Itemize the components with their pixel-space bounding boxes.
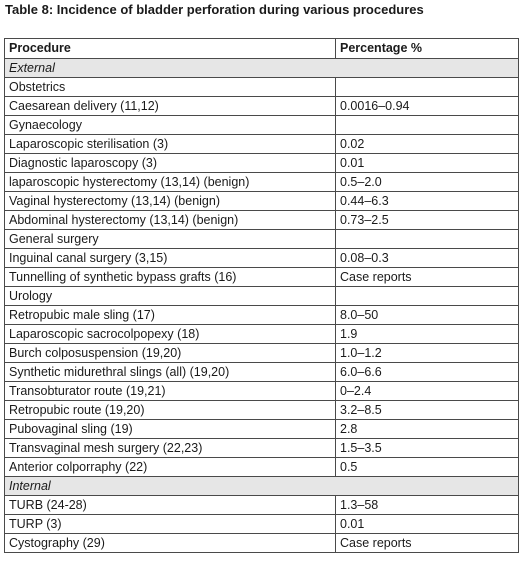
procedure-cell: Synthetic midurethral slings (all) (19,2…	[4, 362, 336, 382]
table-row: Caesarean delivery (11,12) 0.0016–0.94	[4, 96, 519, 116]
percentage-cell: 8.0–50	[335, 305, 519, 325]
percentage-cell: Case reports	[335, 533, 519, 553]
procedure-cell: Tunnelling of synthetic bypass grafts (1…	[4, 267, 336, 287]
table-row: Tunnelling of synthetic bypass grafts (1…	[4, 267, 519, 287]
table-row: laparoscopic hysterectomy (13,14) (benig…	[4, 172, 519, 192]
table-row: Transvaginal mesh surgery (22,23) 1.5–3.5	[4, 438, 519, 458]
table-row: Diagnostic laparoscopy (3) 0.01	[4, 153, 519, 173]
table-row: Retropubic male sling (17) 8.0–50	[4, 305, 519, 325]
group-row: Gynaecology	[4, 115, 519, 135]
percentage-cell: 0.02	[335, 134, 519, 154]
procedure-cell: Transvaginal mesh surgery (22,23)	[4, 438, 336, 458]
procedure-cell: TURB (24-28)	[4, 495, 336, 515]
table-row: Transobturator route (19,21) 0–2.4	[4, 381, 519, 401]
procedure-cell: Retropubic male sling (17)	[4, 305, 336, 325]
percentage-cell: 6.0–6.6	[335, 362, 519, 382]
table-header-row: Procedure Percentage %	[4, 38, 519, 59]
percentage-cell: 1.0–1.2	[335, 343, 519, 363]
percentage-cell	[335, 115, 519, 135]
procedure-cell: Diagnostic laparoscopy (3)	[4, 153, 336, 173]
percentage-cell: 2.8	[335, 419, 519, 439]
group-row: General surgery	[4, 229, 519, 249]
group-label: Obstetrics	[4, 77, 336, 97]
procedure-cell: Transobturator route (19,21)	[4, 381, 336, 401]
procedure-cell: Inguinal canal surgery (3,15)	[4, 248, 336, 268]
section-row: External	[4, 58, 519, 78]
table-row: Inguinal canal surgery (3,15) 0.08–0.3	[4, 248, 519, 268]
table-row: Abdominal hysterectomy (13,14) (benign) 0…	[4, 210, 519, 230]
procedure-cell: Laparoscopic sacrocolpopexy (18)	[4, 324, 336, 344]
table-row: Cystography (29) Case reports	[4, 533, 519, 553]
percentage-cell	[335, 77, 519, 97]
percentage-cell: 0.44–6.3	[335, 191, 519, 211]
table-row: Laparoscopic sterilisation (3) 0.02	[4, 134, 519, 154]
procedure-cell: Pubovaginal sling (19)	[4, 419, 336, 439]
percentage-cell: 0.01	[335, 153, 519, 173]
section-label: Internal	[4, 476, 519, 496]
percentage-cell: 1.3–58	[335, 495, 519, 515]
section-row: Internal	[4, 476, 519, 496]
procedure-cell: Anterior colporraphy (22)	[4, 457, 336, 477]
group-label: Urology	[4, 286, 336, 306]
table-row: Pubovaginal sling (19) 2.8	[4, 419, 519, 439]
percentage-cell: 0.5	[335, 457, 519, 477]
table-row: TURB (24-28) 1.3–58	[4, 495, 519, 515]
percentage-cell: 1.9	[335, 324, 519, 344]
bladder-perforation-table: Procedure Percentage % External Obstetric…	[4, 38, 519, 553]
group-label: Gynaecology	[4, 115, 336, 135]
section-label: External	[4, 58, 519, 78]
procedure-cell: Abdominal hysterectomy (13,14) (benign)	[4, 210, 336, 230]
table-row: Anterior colporraphy (22) 0.5	[4, 457, 519, 477]
table-row: Vaginal hysterectomy (13,14) (benign) 0.4…	[4, 191, 519, 211]
percentage-cell	[335, 286, 519, 306]
percentage-cell: 0.5–2.0	[335, 172, 519, 192]
procedure-cell: Vaginal hysterectomy (13,14) (benign)	[4, 191, 336, 211]
procedure-cell: Laparoscopic sterilisation (3)	[4, 134, 336, 154]
table-row: Burch colposuspension (19,20) 1.0–1.2	[4, 343, 519, 363]
procedure-cell: Retropubic route (19,20)	[4, 400, 336, 420]
table-row: Synthetic midurethral slings (all) (19,2…	[4, 362, 519, 382]
percentage-cell: 3.2–8.5	[335, 400, 519, 420]
group-row: Urology	[4, 286, 519, 306]
group-label: General surgery	[4, 229, 336, 249]
table-row: Retropubic route (19,20) 3.2–8.5	[4, 400, 519, 420]
procedure-cell: Burch colposuspension (19,20)	[4, 343, 336, 363]
column-header-procedure: Procedure	[4, 38, 336, 59]
procedure-cell: Cystography (29)	[4, 533, 336, 553]
procedure-cell: Caesarean delivery (11,12)	[4, 96, 336, 116]
group-row: Obstetrics	[4, 77, 519, 97]
percentage-cell: 0.73–2.5	[335, 210, 519, 230]
table-body: External Obstetrics Caesarean delivery (11…	[4, 58, 519, 553]
procedure-cell: TURP (3)	[4, 514, 336, 534]
table-row: Laparoscopic sacrocolpopexy (18) 1.9	[4, 324, 519, 344]
table-caption: Table 8: Incidence of bladder perforatio…	[5, 2, 424, 17]
procedure-cell: laparoscopic hysterectomy (13,14) (benig…	[4, 172, 336, 192]
percentage-cell: Case reports	[335, 267, 519, 287]
column-header-percentage: Percentage %	[335, 38, 519, 59]
percentage-cell: 0–2.4	[335, 381, 519, 401]
percentage-cell: 0.08–0.3	[335, 248, 519, 268]
table-row: TURP (3) 0.01	[4, 514, 519, 534]
percentage-cell: 1.5–3.5	[335, 438, 519, 458]
percentage-cell: 0.01	[335, 514, 519, 534]
percentage-cell	[335, 229, 519, 249]
percentage-cell: 0.0016–0.94	[335, 96, 519, 116]
